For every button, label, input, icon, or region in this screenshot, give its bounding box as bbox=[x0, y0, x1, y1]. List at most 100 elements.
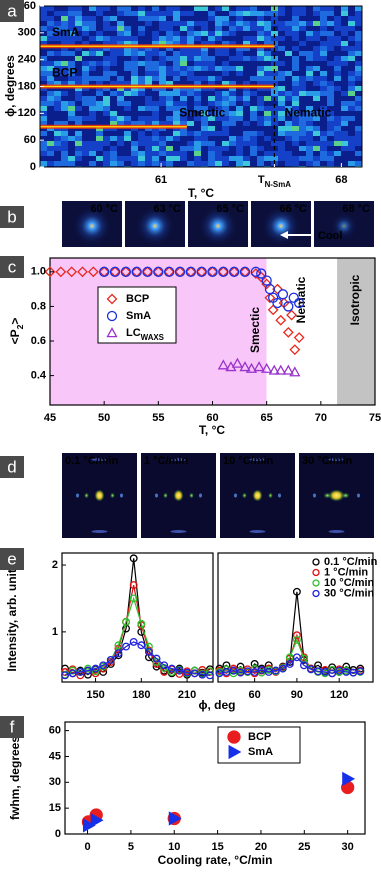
annotation: Nematic bbox=[285, 106, 332, 120]
marker bbox=[257, 666, 266, 674]
heatmap-cell bbox=[257, 121, 264, 126]
heatmap-cell bbox=[96, 101, 103, 106]
heatmap-cell bbox=[306, 86, 313, 91]
heatmap-cell bbox=[145, 71, 152, 76]
heatmap-cell bbox=[222, 21, 229, 26]
heatmap-cell bbox=[320, 136, 327, 141]
heatmap-cell bbox=[96, 46, 103, 51]
heatmap-cell bbox=[187, 46, 194, 51]
heatmap-cell bbox=[194, 111, 201, 116]
heatmap-cell bbox=[75, 141, 82, 146]
panel-letter: c bbox=[8, 257, 17, 276]
marker bbox=[236, 668, 245, 677]
heatmap-cell bbox=[117, 56, 124, 61]
image-label: 65 °C bbox=[216, 203, 244, 215]
heatmap-cell bbox=[131, 21, 138, 26]
heatmap-cell bbox=[124, 96, 131, 101]
heatmap-cell bbox=[54, 91, 61, 96]
heatmap-cell bbox=[222, 41, 229, 46]
heatmap-cell bbox=[355, 61, 362, 66]
heatmap-cell bbox=[124, 51, 131, 56]
heatmap-cell bbox=[250, 116, 257, 121]
heatmap-cell bbox=[341, 66, 348, 71]
heatmap-cell bbox=[285, 21, 292, 26]
marker bbox=[277, 289, 289, 300]
marker bbox=[294, 297, 305, 309]
heatmap-cell bbox=[278, 146, 285, 151]
heatmap-cell bbox=[152, 136, 159, 141]
heatmap-cell bbox=[229, 51, 236, 56]
x-tick-label: 5 bbox=[128, 841, 134, 853]
legend-label: 10 °C/min bbox=[324, 577, 375, 589]
heatmap-cell bbox=[222, 111, 229, 116]
heatmap-cell bbox=[243, 36, 250, 41]
heatmap-cell bbox=[229, 36, 236, 41]
marker bbox=[267, 304, 279, 316]
marker bbox=[164, 266, 175, 277]
heatmap-cell bbox=[236, 36, 243, 41]
marker bbox=[129, 637, 138, 646]
heatmap-cell bbox=[208, 101, 215, 106]
heatmap-cell bbox=[208, 26, 215, 31]
heatmap-cell bbox=[292, 146, 299, 151]
heatmap-cell bbox=[159, 121, 166, 126]
marker bbox=[282, 326, 294, 338]
heatmap-cell bbox=[320, 26, 327, 31]
heatmap-cell bbox=[96, 71, 103, 76]
heatmap-cell bbox=[229, 21, 236, 26]
marker bbox=[99, 661, 108, 670]
heatmap-cell bbox=[201, 151, 208, 156]
heatmap-cell bbox=[313, 21, 320, 26]
heatmap-cell bbox=[257, 51, 264, 56]
heatmap-cell bbox=[180, 6, 187, 11]
x-tick-label: 65 bbox=[261, 412, 273, 424]
heatmap-cell bbox=[180, 161, 187, 166]
x-axis-label: ϕ, deg bbox=[199, 698, 236, 712]
heatmap-cell bbox=[341, 61, 348, 66]
heatmap-cell bbox=[264, 6, 271, 11]
heatmap-cell bbox=[243, 121, 250, 126]
legend-marker bbox=[312, 589, 320, 598]
heatmap-cell bbox=[348, 51, 355, 56]
heatmap-cell bbox=[299, 81, 306, 86]
heatmap-cell bbox=[159, 141, 166, 146]
heatmap-cell bbox=[117, 96, 124, 101]
marker bbox=[114, 641, 123, 650]
heatmap-cell bbox=[103, 16, 110, 21]
heatmap-cell bbox=[131, 26, 138, 31]
heatmap-cell bbox=[166, 61, 173, 66]
legend-label: BCP bbox=[248, 731, 271, 743]
heatmap-cell bbox=[89, 76, 96, 81]
heatmap-cell bbox=[313, 46, 320, 51]
heatmap-cell bbox=[96, 151, 103, 156]
heatmap-cell bbox=[75, 136, 82, 141]
heatmap-cell bbox=[299, 76, 306, 81]
heatmap-cell bbox=[201, 61, 208, 66]
heatmap-cell bbox=[201, 51, 208, 56]
heatmap-cell bbox=[54, 96, 61, 101]
heatmap-cell bbox=[145, 41, 152, 46]
heatmap-cell bbox=[82, 121, 89, 126]
heatmap-cell bbox=[334, 36, 341, 41]
heatmap-cell bbox=[348, 111, 355, 116]
heatmap-cell bbox=[355, 141, 362, 146]
heatmap-cell bbox=[173, 151, 180, 156]
heatmap-cell bbox=[131, 146, 138, 151]
heatmap-cell bbox=[236, 151, 243, 156]
heatmap-cell bbox=[278, 76, 285, 81]
marker bbox=[122, 617, 131, 626]
heatmap-cell bbox=[201, 121, 208, 126]
image-spot bbox=[252, 489, 263, 502]
heatmap-cell bbox=[173, 41, 180, 46]
marker bbox=[144, 642, 153, 651]
heatmap-cell bbox=[89, 141, 96, 146]
heatmap-cell bbox=[271, 16, 278, 21]
heatmap-cell bbox=[152, 146, 159, 151]
heatmap-cell bbox=[250, 26, 257, 31]
heatmap-cell bbox=[348, 26, 355, 31]
marker bbox=[174, 266, 186, 277]
heatmap-cell bbox=[103, 41, 110, 46]
heatmap-cell bbox=[341, 101, 348, 106]
heatmap-cell bbox=[355, 146, 362, 151]
heatmap-cell bbox=[124, 76, 131, 81]
